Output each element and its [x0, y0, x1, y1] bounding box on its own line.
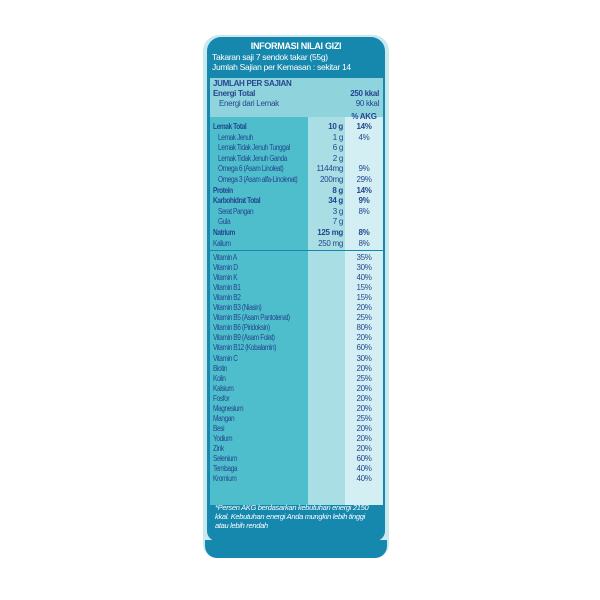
nutrient-value: 1144mg — [316, 164, 343, 174]
akg-column — [345, 117, 383, 505]
nutrient-label: Lemak Jenuh — [218, 132, 253, 142]
micronutrient-label: Vitamin B6 (Piridoksin) — [213, 323, 270, 333]
nutrient-label: Lemak Total — [213, 122, 247, 131]
energy-total-label: Energi Total — [213, 89, 256, 98]
nutrient-akg: 14% — [356, 185, 372, 195]
micronutrient-label: Vitamin A — [213, 253, 237, 262]
nutrient-akg: 8% — [358, 238, 370, 248]
micronutrient-label: Vitamin B12 (Kobalamin) — [213, 343, 277, 353]
nutrition-facts-panel: INFORMASI NILAI GIZI Takaran saji 7 send… — [207, 37, 385, 541]
micronutrient-label: Mangan — [213, 413, 235, 423]
micronutrient-akg: 60% — [356, 343, 372, 353]
micronutrient-akg: 20% — [356, 303, 372, 313]
nutrient-value: 3 g — [332, 206, 344, 216]
micronutrient-akg: 40% — [356, 273, 372, 283]
micronutrient-label: Vitamin B2 — [213, 293, 241, 303]
micronutrient-akg: 20% — [356, 333, 372, 343]
nutrient-akg: 9% — [358, 164, 370, 174]
micronutrient-label: Vitamin D — [213, 263, 238, 273]
nutrient-akg: 8% — [358, 206, 370, 216]
micronutrient-label: Kalsium — [213, 383, 234, 393]
nutrient-value: 8 g — [332, 185, 343, 195]
micronutrient-akg: 20% — [356, 383, 372, 393]
nutrient-value: 2 g — [332, 153, 344, 163]
micronutrient-akg: 60% — [356, 454, 372, 463]
servings-per-pack: Jumlah Sajian per Kemasan : sekitar 14 — [212, 62, 351, 72]
nutrient-value: 34 g — [328, 196, 343, 206]
label-bottom-band — [205, 540, 387, 558]
micronutrient-akg: 80% — [356, 323, 372, 333]
micronutrient-akg: 30% — [356, 353, 372, 363]
per-serving-section: JUMLAH PER SAJIAN Energi Total 250 kkal … — [210, 78, 383, 117]
nutrient-akg: 4% — [358, 132, 370, 142]
micronutrient-akg: 40% — [356, 464, 372, 474]
nutrient-label: Omega 3 (Asam alfa-Linolenat) — [218, 175, 298, 184]
nutrient-value: 1 g — [332, 132, 344, 142]
micronutrient-akg: 15% — [356, 283, 372, 293]
micronutrient-label: Vitamin B5 (Asam Pantotenat) — [213, 313, 290, 323]
micronutrient-label: Kromium — [213, 474, 237, 484]
micronutrient-label: Vitamin K — [213, 273, 238, 283]
nutrient-label: Serat Pangan — [218, 206, 254, 216]
micronutrient-label: Kolin — [213, 373, 226, 383]
per-serving-label: JUMLAH PER SAJIAN — [213, 79, 292, 88]
nutrient-label: Natrium — [213, 228, 235, 237]
micronutrient-akg: 40% — [356, 474, 372, 484]
nutrient-table: % AKG Lemak Total 10 g 14% Lemak Jenuh 1 g 4%… — [210, 112, 383, 505]
micronutrient-label: Zink — [213, 443, 224, 453]
micronutrient-akg: 30% — [356, 263, 372, 273]
micronutrient-akg: 25% — [356, 413, 372, 423]
nutrient-label: Lemak Tidak Jenuh Tunggal — [218, 143, 290, 153]
micronutrient-akg: 20% — [356, 363, 372, 373]
label-title: INFORMASI NILAI GIZI — [250, 41, 342, 51]
serving-size: Takaran saji 7 sendok takar (55g) — [212, 52, 328, 62]
value-column — [308, 117, 345, 505]
micronutrient-akg: 20% — [356, 433, 372, 443]
micronutrient-label: Biotin — [213, 363, 227, 373]
micronutrient-akg: 35% — [356, 253, 372, 262]
footnote: *Persen AKG berdasarkan kebutuhan energi… — [215, 503, 369, 530]
nutrient-value: 200mg — [320, 175, 343, 184]
nutrient-label: Lemak Tidak Jenuh Ganda — [218, 153, 287, 163]
micronutrient-label: Besi — [213, 423, 225, 433]
micronutrient-label: Yodium — [213, 433, 233, 443]
nutrient-akg: 29% — [356, 175, 372, 184]
section-divider — [210, 250, 383, 251]
akg-header: % AKG — [351, 112, 377, 121]
nutrient-value: 10 g — [328, 122, 343, 131]
micronutrient-label: Vitamin B3 (Niasin) — [213, 303, 262, 313]
micronutrient-label: Selenium — [213, 454, 238, 463]
nutrient-value: 6 g — [332, 143, 344, 153]
micronutrient-label: Magnesium — [213, 403, 244, 413]
micronutrient-label: Fosfor — [213, 393, 230, 403]
nutrient-label: Gula — [218, 217, 231, 227]
micronutrient-akg: 25% — [356, 373, 372, 383]
micronutrient-label: Vitamin C — [213, 353, 238, 363]
micronutrient-akg: 20% — [356, 443, 372, 453]
nutrient-akg: 9% — [358, 196, 370, 206]
energy-fat-label: Energi dari Lemak — [219, 99, 279, 108]
micronutrient-akg: 15% — [356, 293, 372, 303]
micronutrient-label: Vitamin B9 (Asam Folat) — [213, 333, 275, 343]
nutrient-value: 125 mg — [317, 228, 343, 237]
energy-fat-value: 90 kkal — [355, 99, 380, 108]
nutrient-label: Omega 6 (Asam Linoleat) — [218, 164, 284, 174]
nutrient-label: Kalium — [213, 238, 231, 248]
micronutrient-akg: 20% — [356, 423, 372, 433]
nutrient-value: 250 mg — [318, 238, 343, 248]
nutrient-label: Protein — [213, 185, 233, 195]
energy-total-value: 250 kkal — [350, 89, 379, 98]
nutrient-akg: 8% — [358, 228, 370, 237]
micronutrient-akg: 20% — [356, 403, 372, 413]
nutrient-value: 7 g — [332, 217, 344, 227]
nutrient-label: Karbohidrat Total — [213, 196, 261, 206]
micronutrient-akg: 20% — [356, 393, 372, 403]
micronutrient-label: Vitamin B1 — [213, 283, 241, 293]
micronutrient-label: Tembaga — [213, 464, 238, 474]
nutrient-akg: 14% — [356, 122, 372, 131]
micronutrient-akg: 25% — [356, 313, 372, 323]
